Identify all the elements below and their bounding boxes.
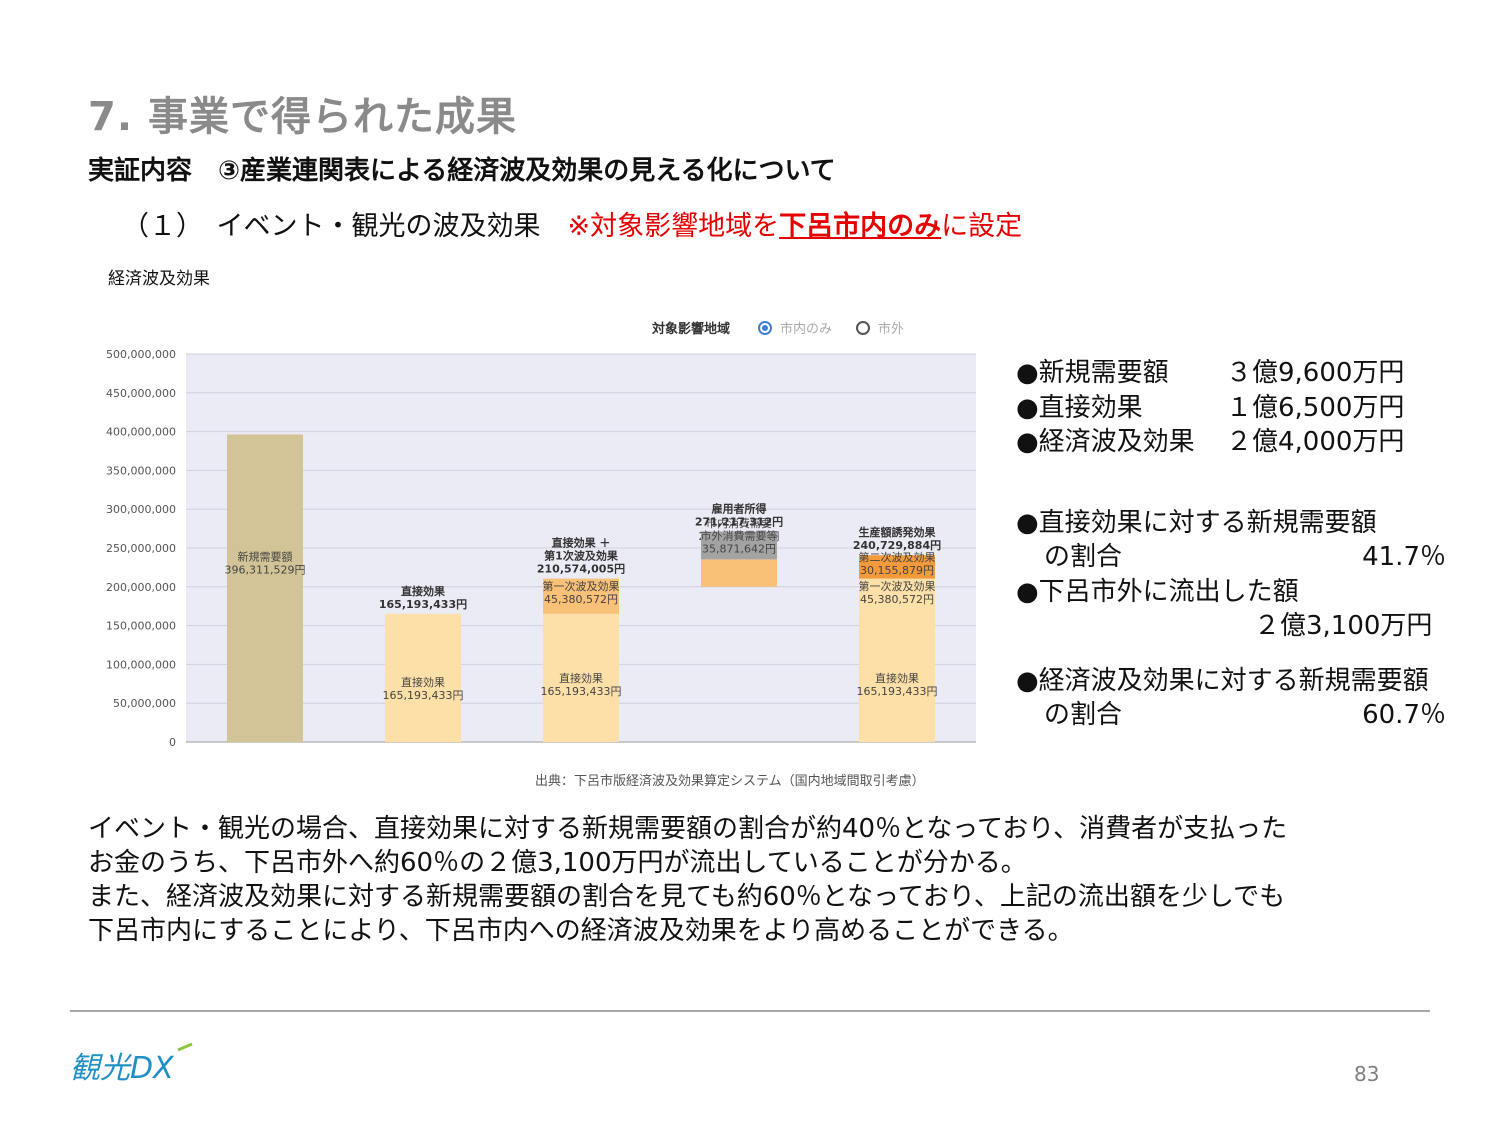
bar-total-label: 210,574,005円	[537, 563, 625, 576]
bar-segment	[701, 559, 777, 587]
y-tick-label: 150,000,000	[106, 620, 176, 633]
ratio1-label: ●直接効果に対する新規需要額	[1016, 507, 1377, 538]
body-line: また、経済波及効果に対する新規需要額の割合を見ても約60％となっており、上記の流…	[88, 882, 1286, 912]
ratio2-value: 60.7％	[1362, 700, 1446, 730]
kanko-dx-logo: 観光DX	[70, 1042, 193, 1086]
summary-row: ●新規需要額 ３億9,600万円	[1016, 356, 1486, 391]
y-tick-label: 250,000,000	[106, 542, 176, 555]
segment-value-label: 396,311,529円	[225, 564, 306, 577]
y-tick-label: 50,000,000	[113, 697, 176, 710]
section-label: （１） イベント・観光の波及効果	[122, 211, 568, 242]
y-tick-label: 400,000,000	[106, 426, 176, 439]
segment-value-label: 165,193,433円	[383, 689, 464, 702]
region-selector: 対象影響地域 市内のみ 市外	[652, 318, 920, 337]
economic-effect-chart: 0 50,000,000 100,000,000 150,000,000 200,000…	[106, 348, 976, 749]
segment-name-label: 第二次波及効果	[859, 550, 936, 564]
segment-value-label: 45,380,572円	[860, 593, 934, 606]
summary-value: １億6,500万円	[1226, 392, 1405, 423]
segment-name-label: 直接効果	[875, 671, 919, 685]
section-note-emphasis: 下呂市内のみ	[779, 211, 942, 242]
y-tick-label: 350,000,000	[106, 464, 176, 477]
bar-segment	[543, 578, 619, 614]
ratio2-sub: の割合	[1044, 700, 1123, 730]
bar-total-label: 雇用者所得	[712, 502, 767, 516]
bar-segment	[385, 613, 461, 742]
bar-segment	[859, 555, 935, 579]
y-tick-label: 100,000,000	[106, 658, 176, 671]
summary-label: ●直接効果	[1016, 392, 1143, 423]
bar-segment	[701, 531, 777, 560]
footer-divider	[70, 1010, 1430, 1012]
subtitle: 実証内容 ③産業連関表による経済波及効果の見える化について	[88, 156, 836, 186]
ratio1-sub: の割合	[1044, 542, 1123, 572]
radio-outside-label[interactable]: 市外	[878, 322, 905, 337]
segment-value-label: 165,193,433円	[541, 685, 622, 698]
y-tick-label: 300,000,000	[106, 503, 176, 516]
bar-total-label: 生産額誘発効果	[859, 525, 936, 539]
body-line: イベント・観光の場合、直接効果に対する新規需要額の割合が約40％となっており、消…	[88, 814, 1288, 844]
bar-total-label: 直接効果	[401, 584, 445, 598]
bar-total-label: 直接効果 ＋	[552, 536, 611, 550]
summary-value: ２億4,000万円	[1226, 427, 1405, 457]
segment-value-label: 165,193,433円	[857, 685, 938, 698]
bar-segment	[543, 613, 619, 742]
body-text: イベント・観光の場合、直接効果に対する新規需要額の割合が約40％となっており、消…	[88, 812, 1448, 948]
segment-name-label: 市外消費需要等	[701, 528, 778, 542]
radio-inside-only-label[interactable]: 市内のみ	[780, 322, 833, 337]
section-note-suffix: に設定	[941, 211, 1023, 242]
summary-row: ●直接効果 １億6,500万円	[1016, 391, 1486, 426]
page-number: 83	[1354, 1062, 1380, 1086]
summary-label: ●新規需要額	[1016, 358, 1169, 388]
bar-total-label: 165,193,433円	[379, 598, 467, 611]
y-tick-label: 450,000,000	[106, 387, 176, 400]
logo-text: 観光DX	[70, 1051, 175, 1086]
region-selector-title: 対象影響地域	[652, 322, 731, 337]
bar-total-label: 271,217,312円	[695, 516, 783, 529]
summary-value: ３億9,600万円	[1226, 358, 1405, 388]
segment-name-label: 第一次波及効果	[543, 579, 620, 593]
ratio2-label: ●経済波及効果に対する新規需要額	[1016, 665, 1429, 696]
segment-name-label: 新規需要額	[238, 550, 293, 564]
bar-segment	[859, 578, 935, 614]
segment-name-label: 直接効果	[401, 675, 445, 689]
body-line: お金のうち、下呂市外へ約60％の２億3,100万円が流出していることが分かる。	[88, 848, 1027, 878]
radio-outside[interactable]	[856, 320, 871, 335]
section-heading: （１） イベント・観光の波及効果 ※対象影響地域を下呂市内のみに設定	[122, 204, 1022, 243]
segment-name-label: 市内消費需要	[706, 516, 772, 530]
y-tick-label: 200,000,000	[106, 581, 176, 594]
segment-name-label: 直接効果	[559, 671, 603, 685]
summary-row: ●経済波及効果 ２億4,000万円	[1016, 425, 1486, 460]
section-note-prefix: ※対象影響地域を	[567, 211, 780, 242]
segment-value-label: 45,380,572円	[544, 593, 618, 606]
summary-label: ●経済波及効果	[1016, 427, 1195, 457]
chart-source: 出典：下呂市版経済波及効果算定システム（国内地域間取引考慮）	[535, 774, 925, 789]
ratio2-row: の割合 60.7％	[1016, 698, 1486, 733]
outflow-value: ２億3,100万円	[1254, 611, 1433, 641]
chart-heading: 経済波及効果	[108, 269, 210, 289]
bar-total-label: 240,729,884円	[853, 539, 941, 552]
segment-value-label: 30,155,879円	[860, 564, 934, 577]
y-tick-label: 0	[169, 736, 176, 749]
bar-segment	[859, 613, 935, 742]
body-line: 下呂市内にすることにより、下呂市内への経済波及効果をより高めることができる。	[88, 916, 1074, 946]
page-title: 7. 事業で得られた成果	[88, 94, 517, 140]
radio-inside-only[interactable]	[758, 320, 773, 335]
outflow-label: ●下呂市外に流出した額	[1016, 576, 1299, 607]
segment-value-label: 35,871,642円	[702, 542, 776, 555]
bar-segment	[227, 434, 303, 742]
ratio1-value: 41.7％	[1362, 542, 1446, 572]
ratio1-row: の割合 41.7％	[1016, 540, 1486, 575]
segment-name-label: 第一次波及効果	[859, 579, 936, 593]
summary-panel: ●新規需要額 ３億9,600万円 ●直接効果 １億6,500万円 ●経済波及効果 ２億…	[1016, 356, 1486, 733]
bar-total-label: 第1次波及効果	[544, 549, 618, 563]
y-tick-label: 500,000,000	[106, 348, 176, 361]
